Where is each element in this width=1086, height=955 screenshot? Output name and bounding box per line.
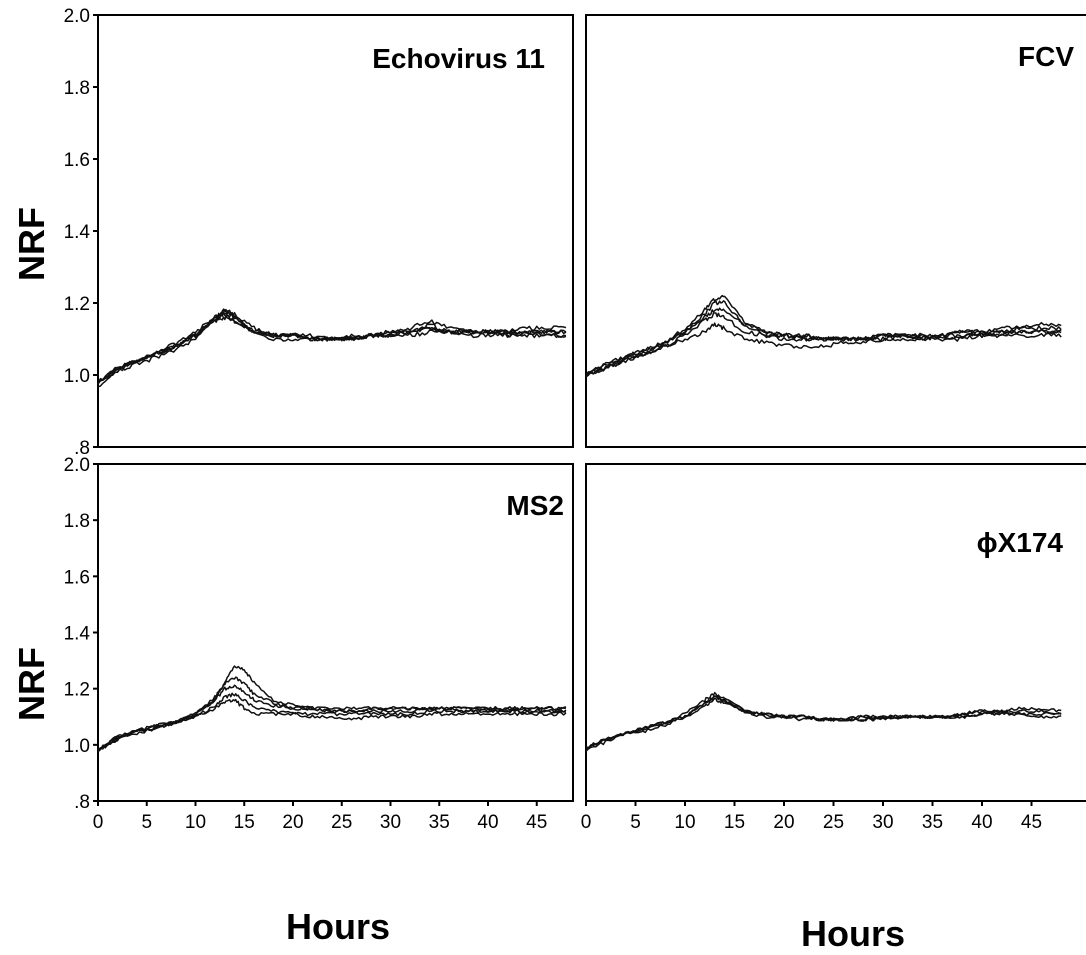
y-axis-label: NRF (11, 647, 52, 721)
y-tick-group: 2.0 1.8 1.6 1.4 1.2 1.0 .8 (64, 455, 98, 813)
plot-frame (97, 14, 574, 448)
plot-frame (97, 463, 574, 802)
y-tick-label: 1.8 (64, 78, 90, 99)
y-tick-label: 1.2 (64, 294, 90, 315)
y-axis-label: NRF (11, 207, 52, 281)
x-tick-label: 30 (872, 812, 893, 833)
y-tick-label: 1.6 (64, 150, 90, 171)
x-tick-label: 5 (630, 812, 641, 833)
x-tick-label: 35 (922, 812, 943, 833)
x-tick-label: 10 (185, 812, 206, 833)
x-tick-label: 20 (282, 812, 303, 833)
series-group (97, 665, 567, 753)
x-tick-label: 15 (234, 812, 255, 833)
y-tick-group: 2.0 1.8 1.6 1.4 1.2 1.0 .8 (64, 6, 98, 459)
series-line-4 (97, 692, 567, 751)
panel-echovirus-11: 2.0 1.8 1.6 1.4 1.2 1.0 .8 Echovirus 11 (64, 6, 574, 459)
series-line-2 (585, 300, 1062, 375)
x-tick-label: 0 (581, 812, 592, 833)
x-tick-label: 45 (526, 812, 547, 833)
series-line-3 (97, 311, 567, 388)
x-tick-group: 0 5 10 15 20 25 30 35 40 45 (581, 801, 1042, 833)
x-tick-label: 15 (724, 812, 745, 833)
panel-fcv: FCV (585, 14, 1086, 448)
x-tick-label: 20 (773, 812, 794, 833)
y-tick-label: 1.2 (64, 680, 90, 701)
series-line-3 (97, 684, 567, 751)
x-tick-label: 5 (141, 812, 152, 833)
panel-ms2: 2.01.81.61.41.21.0.8 0 5 10 15 20 25 30 35 40 45 … (64, 455, 574, 833)
y-tick-label: 1.0 (64, 366, 90, 387)
series-group (585, 294, 1062, 378)
x-tick-label: 0 (93, 812, 104, 833)
series-group (97, 308, 567, 388)
series-line-5 (585, 312, 1062, 377)
x-tick-label: 40 (477, 812, 498, 833)
plot-frame (585, 463, 1086, 802)
x-tick-label: 30 (380, 812, 401, 833)
x-tick-label: 35 (429, 812, 450, 833)
y-tick-label: 2.0 (64, 455, 90, 476)
x-axis-label: Hours (801, 913, 905, 954)
y-tick-label: .8 (74, 792, 90, 813)
panel-title: ϕX174 (977, 527, 1064, 558)
x-axis-label: Hours (286, 906, 390, 947)
series-line-1 (585, 294, 1062, 378)
series-line-5 (97, 698, 567, 752)
y-tick-label: 1.4 (64, 624, 91, 645)
x-tick-group: 0 5 10 15 20 25 30 35 40 45 (93, 801, 547, 833)
series-line-4 (585, 695, 1062, 749)
series-line-1 (585, 695, 1062, 749)
x-tick-label: 25 (823, 812, 844, 833)
panel-title: FCV (1018, 41, 1074, 72)
y-tick-label: 2.0 (64, 6, 90, 27)
series-line-5 (97, 308, 567, 385)
y-tick-label: 1.0 (64, 736, 90, 757)
y-tick-label: 1.8 (64, 511, 90, 532)
x-tick-label: 10 (674, 812, 695, 833)
x-tick-label: 45 (1021, 812, 1042, 833)
series-group (585, 691, 1062, 752)
plot-frame (585, 14, 1086, 448)
panel-title: MS2 (506, 490, 564, 521)
y-tick-label: .8 (74, 438, 90, 459)
y-tick-label: 1.4 (64, 222, 91, 243)
x-tick-label: 40 (971, 812, 992, 833)
series-line-3 (585, 307, 1062, 377)
panel-phix174: 0 5 10 15 20 25 30 35 40 45 ϕX174 (581, 463, 1086, 833)
panel-title: Echovirus 11 (372, 43, 545, 74)
y-tick-label: 1.6 (64, 567, 90, 588)
series-line-4 (585, 322, 1062, 376)
x-tick-label: 25 (331, 812, 352, 833)
